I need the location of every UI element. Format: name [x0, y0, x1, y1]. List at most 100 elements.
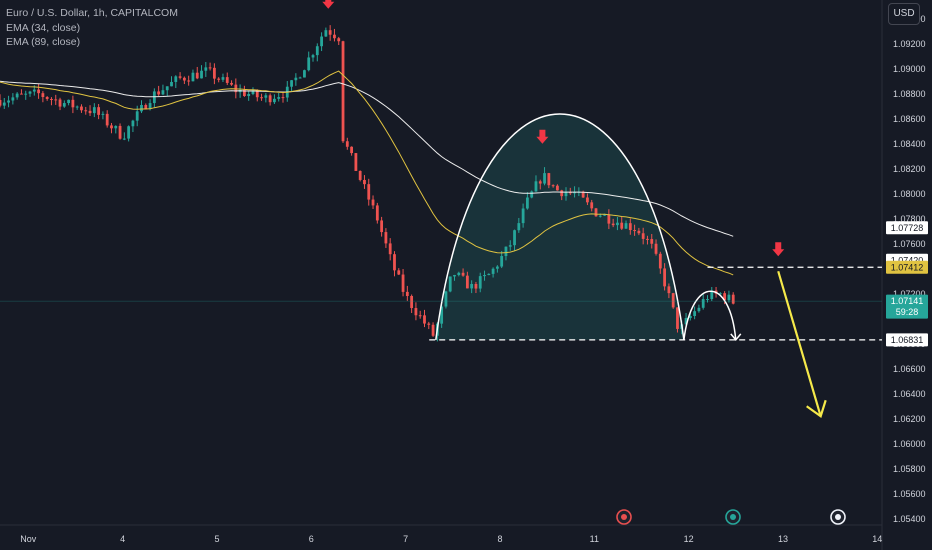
- candle-body: [410, 295, 414, 309]
- candle-body: [474, 283, 478, 289]
- resistance-tag: 1.07412: [886, 260, 928, 274]
- candle-body: [178, 76, 182, 78]
- candle-body: [564, 192, 568, 197]
- event-icon-flash[interactable]: [616, 509, 632, 525]
- candle-body: [508, 245, 512, 247]
- ema89-legend[interactable]: EMA (89, close): [6, 36, 81, 48]
- candle-body: [144, 104, 148, 110]
- time-tick-label: 12: [684, 534, 694, 544]
- candle-body: [731, 294, 735, 304]
- candle-body: [358, 170, 362, 180]
- candle-body: [0, 100, 2, 106]
- candle-body: [341, 41, 345, 142]
- event-icon-us-flag[interactable]: [830, 509, 846, 525]
- ema-lines: [0, 70, 734, 276]
- candle-body: [375, 205, 379, 221]
- event-icon-globe-dot: [730, 514, 736, 520]
- candle-body: [307, 57, 311, 71]
- ema89-tag-bg: [886, 221, 928, 235]
- candle-body: [122, 138, 126, 140]
- candle-body: [637, 230, 641, 234]
- candle-body: [195, 72, 199, 79]
- candle-body: [633, 230, 636, 232]
- candle-body: [187, 80, 191, 82]
- candle-body: [513, 230, 516, 246]
- time-tick-label: 13: [778, 534, 788, 544]
- candle-body: [264, 95, 268, 98]
- resistance-tag-bg: [886, 260, 928, 274]
- candle-body: [345, 141, 349, 147]
- candle-body: [54, 99, 58, 101]
- candle-body: [603, 214, 606, 216]
- candle-body: [710, 290, 714, 300]
- candle-body: [684, 318, 688, 325]
- candle-body: [161, 90, 165, 95]
- candle-body: [37, 89, 40, 94]
- candle-body: [354, 153, 358, 171]
- candle-body: [41, 93, 45, 98]
- candle-body: [517, 223, 521, 231]
- candle-body: [118, 125, 122, 139]
- candle-body: [320, 36, 323, 47]
- candle-body: [337, 38, 341, 42]
- price-tick-label: 1.06400: [893, 389, 926, 399]
- top-arrow-1: [322, 0, 335, 9]
- candle-body: [212, 67, 216, 79]
- candle-body: [693, 311, 697, 317]
- candle-body: [624, 223, 628, 229]
- candle-body: [11, 97, 15, 101]
- chart-grid: [0, 0, 883, 550]
- candle-body: [273, 98, 276, 103]
- candle-body: [470, 283, 474, 289]
- candle-body: [654, 243, 658, 254]
- candle-body: [483, 275, 486, 277]
- currency-button[interactable]: USD: [888, 3, 920, 25]
- last-price-tag-bg: [886, 294, 928, 319]
- candle-body: [671, 293, 675, 308]
- event-icon-globe[interactable]: [725, 509, 741, 525]
- candle-body: [697, 307, 701, 312]
- candle-body: [15, 93, 19, 98]
- economic-event-icons: [616, 509, 846, 525]
- time-tick-label: 6: [309, 534, 314, 544]
- candle-body: [298, 77, 302, 79]
- candle-body: [371, 199, 375, 206]
- projection-arrowhead: [806, 399, 827, 419]
- time-axis[interactable]: Nov 4 5 6 7 8 11 12 13 14: [20, 534, 882, 544]
- candle-body: [294, 77, 298, 81]
- candle-body: [650, 239, 654, 244]
- candle-body: [718, 293, 722, 295]
- candle-body: [521, 208, 525, 224]
- price-tick-label: 1.07200: [893, 289, 926, 299]
- candle-body: [586, 197, 589, 203]
- ema34-tag-text: 1.07420: [891, 255, 924, 265]
- candle-body: [440, 306, 444, 324]
- candle-body: [75, 106, 79, 108]
- candle-body: [2, 102, 6, 106]
- symbol-title[interactable]: Euro / U.S. Dollar, 1h, CAPITALCOM: [6, 7, 178, 19]
- candle-body: [174, 76, 178, 82]
- candle-body: [58, 99, 62, 107]
- candle-body: [80, 106, 83, 111]
- candle-body: [191, 72, 195, 82]
- candle-body: [303, 70, 306, 78]
- candle-body: [573, 192, 576, 194]
- candle-body: [20, 93, 23, 95]
- candle-body: [538, 181, 542, 184]
- candle-body: [135, 111, 139, 121]
- candle-body: [676, 307, 679, 329]
- price-tick-label: 1.06200: [893, 414, 926, 424]
- candle-body: [268, 95, 272, 103]
- price-tick-label: 1.07600: [893, 239, 926, 249]
- ema34-legend[interactable]: EMA (34, close): [6, 21, 81, 34]
- candle-body: [594, 208, 598, 217]
- support-tag: 1.06831: [886, 333, 928, 347]
- candle-body: [28, 91, 32, 94]
- candle-body: [448, 276, 452, 292]
- candle-body: [431, 324, 435, 336]
- candle-body: [641, 233, 645, 239]
- candle-body: [127, 126, 131, 139]
